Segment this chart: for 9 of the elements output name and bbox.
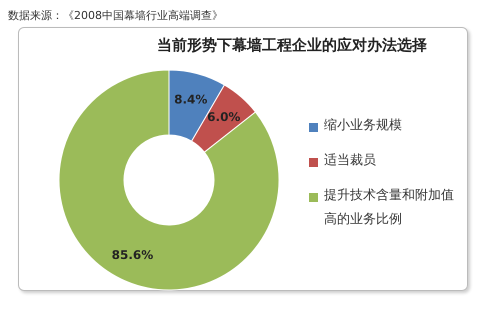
- chart-title: 当前形势下幕墙工程企业的应对办法选择: [156, 36, 428, 55]
- source-note: 数据来源：《2008中国幕墙行业高端调查》: [8, 8, 224, 23]
- legend-label: 缩小业务规模: [324, 116, 402, 134]
- data-label: 85.6%: [112, 248, 154, 262]
- legend-label: 提升技术含量和附加值高的业务比例: [324, 186, 455, 228]
- legend-label: 适当裁员: [324, 152, 376, 170]
- data-label: 6.0%: [207, 110, 240, 124]
- donut-slice: [58, 70, 280, 290]
- data-label: 8.4%: [174, 92, 208, 106]
